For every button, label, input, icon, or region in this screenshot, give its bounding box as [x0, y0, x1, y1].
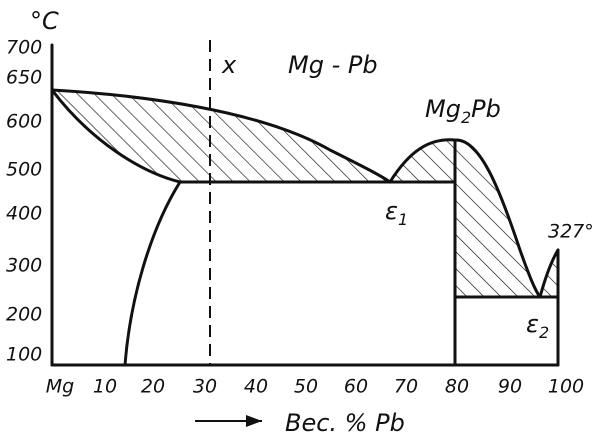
composition-label: x: [221, 51, 237, 79]
y-tick-label: 400: [6, 203, 42, 225]
x-tick-label: 20: [141, 376, 165, 398]
x-axis-title: Вес. % Pb: [285, 409, 405, 437]
compound-label: Mg2Pb: [425, 95, 501, 127]
system-title: Mg - Pb: [288, 51, 378, 79]
mg2pb-liquidus: [388, 138, 560, 299]
x-tick-label: 100: [548, 376, 584, 398]
y-tick-label: 200: [6, 304, 42, 326]
compound-part: Pb: [471, 95, 501, 123]
x-tick-label: Mg: [46, 376, 74, 398]
x-tick-label: 80: [445, 376, 469, 398]
compound-part: Mg: [425, 95, 461, 123]
eutectic-subscript: 1: [398, 210, 408, 229]
y-tick-label: 100: [6, 344, 42, 366]
x-tick-label: 50: [294, 376, 318, 398]
y-tick-label: 300: [6, 255, 42, 277]
solidus-left: [50, 88, 182, 184]
x-tick-label: 90: [498, 376, 522, 398]
x-tick-label: 10: [93, 376, 117, 398]
mg2pb-liquid-region-left: [390, 139, 455, 182]
mg2pb-liquid-region-right: [455, 139, 540, 297]
eutectic-1-label: ε1: [385, 197, 408, 229]
liquid-solid-region: [52, 90, 390, 182]
arrow-head: [246, 415, 262, 427]
eutectic-subscript: 2: [539, 323, 549, 342]
eutectic-2-label: ε2: [526, 310, 549, 342]
melting-point-label: 327°: [548, 221, 594, 243]
x-tick-label: 40: [244, 376, 268, 398]
y-unit: °C: [30, 7, 59, 35]
y-tick-label: 650: [6, 67, 42, 89]
x-tick-label: 70: [394, 376, 418, 398]
eutectic-symbol: ε: [385, 197, 398, 225]
x-tick-label: 60: [344, 376, 368, 398]
y-tick-label: 600: [6, 111, 42, 133]
eutectic-symbol: ε: [526, 310, 539, 338]
y-tick-label: 700: [6, 37, 42, 59]
solvus: [123, 180, 182, 367]
liquidus-left: [50, 88, 392, 184]
x-tick-label: 30: [193, 376, 217, 398]
y-tick-label: 500: [6, 159, 42, 181]
compound-subscript: 2: [461, 108, 471, 127]
